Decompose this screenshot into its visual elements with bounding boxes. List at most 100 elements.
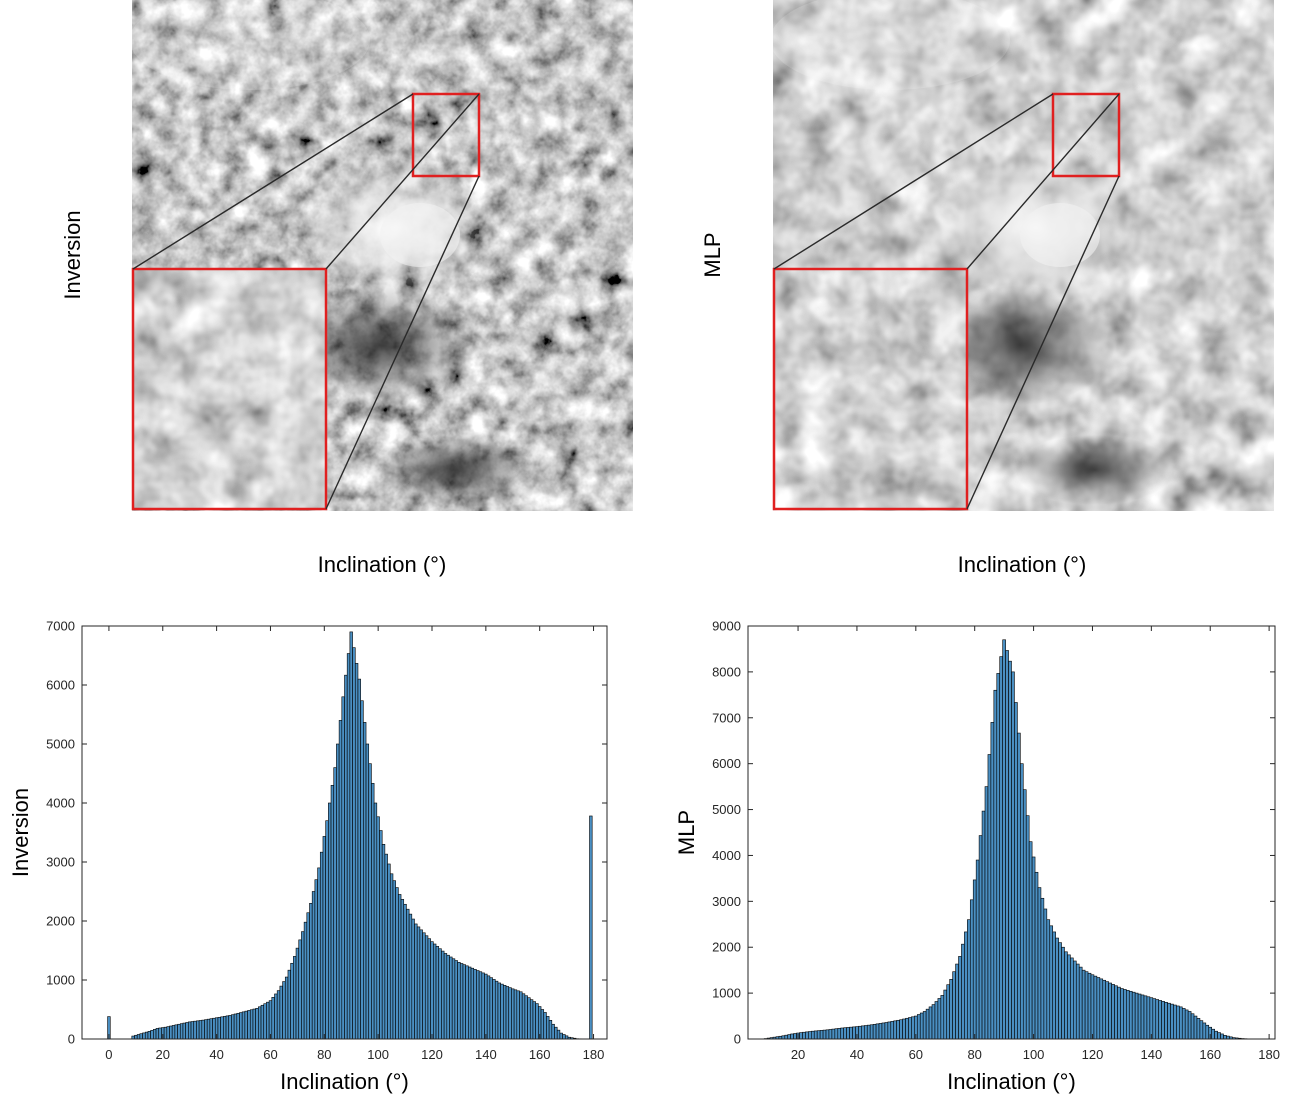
- inversion-hist-bar: [279, 985, 283, 1040]
- mlp-hist-bar: [1190, 1013, 1195, 1040]
- mlp-hist-bar: [949, 979, 953, 1040]
- inversion-hist-bar: [322, 836, 326, 1040]
- inversion-hist-bar: [268, 1000, 273, 1040]
- inversion-hist-bar: [427, 938, 431, 1040]
- mlp-hist-bar: [975, 859, 980, 1040]
- mlp-hist-bar: [852, 1026, 856, 1040]
- inversion-hist-bar: [190, 1021, 195, 1040]
- mlp-hist-bar: [940, 995, 945, 1040]
- inversion-hist-bar: [287, 969, 291, 1040]
- inversion-hist-bar: [363, 722, 367, 1040]
- mlp-hist-bar: [1152, 998, 1157, 1040]
- mlp-hist-bar: [934, 1001, 939, 1040]
- mlp-hist-bar: [1149, 997, 1154, 1040]
- inversion-hist-bar: [511, 988, 515, 1040]
- mlp-hist-bar: [916, 1014, 921, 1040]
- mlp-hist-bar: [1087, 972, 1092, 1040]
- inversion-hist-bar: [559, 1032, 563, 1040]
- inversion-hist-bar: [457, 961, 461, 1040]
- inversion-hist-bar: [398, 894, 402, 1040]
- mlp-hist-bar: [908, 1017, 912, 1040]
- mlp-map-panel: MLP Inclination (°): [700, 0, 1274, 577]
- mlp-hist-bar: [1179, 1006, 1183, 1040]
- mlp-hist-bar: [1067, 954, 1071, 1040]
- mlp-hist-bar: [969, 899, 974, 1040]
- mlp-ytick-label: 4000: [712, 848, 741, 863]
- mlp-ytick-label: 7000: [712, 710, 741, 725]
- inversion-hist-bar: [314, 879, 318, 1040]
- inversion-hist-bar: [179, 1023, 184, 1040]
- inversion-hist-bar: [290, 962, 294, 1040]
- inversion-map-xlabel: Inclination (°): [318, 552, 447, 577]
- mlp-hist-bar: [931, 1004, 936, 1040]
- inversion-hist-bar: [346, 653, 351, 1040]
- mlp-hist-bar: [872, 1024, 877, 1040]
- inversion-xtick-label: 180: [583, 1047, 605, 1062]
- inversion-hist-bar: [266, 1001, 270, 1040]
- mlp-hist-bar: [1184, 1009, 1189, 1040]
- mlp-hist-bar: [1008, 660, 1012, 1040]
- mlp-hist-bar: [1096, 977, 1101, 1040]
- inversion-hist-bar: [336, 743, 340, 1040]
- mlp-hist-bar: [1117, 986, 1121, 1040]
- mlp-hist-bar: [1120, 988, 1124, 1040]
- mlp-ytick-label: 2000: [712, 940, 741, 955]
- inversion-ytick-label: 3000: [46, 855, 75, 870]
- mlp-hist-bar: [831, 1028, 836, 1040]
- inversion-hist-bar: [424, 935, 429, 1040]
- inversion-hist-bar: [309, 902, 313, 1040]
- mlp-hist-bar: [1005, 650, 1009, 1040]
- mlp-hist-bar: [1025, 815, 1030, 1040]
- inversion-hist-bar: [478, 971, 483, 1040]
- inversion-hist-bar: [379, 830, 383, 1040]
- mlp-hist-bar: [846, 1027, 850, 1040]
- inversion-hist-bar: [328, 802, 332, 1040]
- mlp-hist-bar: [875, 1023, 880, 1040]
- mlp-hist-bar: [1211, 1028, 1215, 1040]
- mlp-hist-bar: [1176, 1005, 1180, 1040]
- inversion-hist-bar: [352, 647, 356, 1040]
- inversion-hist-bar: [233, 1013, 238, 1040]
- mlp-hist-bar: [887, 1021, 892, 1040]
- mlp-hist-bar: [787, 1034, 791, 1040]
- inversion-hist-bar: [311, 891, 316, 1040]
- inversion-hist-bar: [443, 953, 448, 1040]
- inversion-hist-bar: [185, 1022, 189, 1040]
- inversion-hist-bar: [516, 990, 520, 1040]
- mlp-hist-bar: [1017, 732, 1021, 1040]
- inversion-roi-box: [411, 92, 481, 178]
- mlp-hist-bar: [799, 1032, 803, 1040]
- inversion-hist-bar: [319, 851, 324, 1040]
- inversion-hist-bar: [438, 948, 442, 1040]
- inversion-hist-bar: [489, 977, 493, 1040]
- inversion-hist-bar: [554, 1026, 558, 1040]
- mlp-hist-bar: [813, 1030, 818, 1040]
- inversion-hist-bar: [548, 1020, 553, 1040]
- inversion-hist-bar: [276, 990, 281, 1040]
- mlp-histogram: 20 40 60 80 100 120 140 160 180 0 1000 2000 3000 4000…: [674, 619, 1280, 1095]
- mlp-hist-bar: [1202, 1022, 1207, 1040]
- inversion-hist-bar: [201, 1019, 205, 1040]
- inversion-hist-bar: [174, 1024, 178, 1040]
- inversion-hist-bar: [384, 853, 388, 1040]
- mlp-hist-bar: [943, 989, 948, 1040]
- mlp-hist-bar: [1073, 960, 1077, 1040]
- mlp-hist-bar: [805, 1031, 809, 1040]
- mlp-hist-bar: [784, 1034, 789, 1040]
- mlp-hist-bar: [893, 1020, 897, 1040]
- inversion-hist-bar: [317, 867, 321, 1040]
- inversion-hist-bar: [524, 995, 528, 1040]
- inversion-hist-bar: [249, 1009, 254, 1040]
- mlp-hist-bar: [905, 1017, 909, 1040]
- mlp-hist-bar: [1049, 925, 1054, 1040]
- inversion-hist-bar: [333, 767, 337, 1040]
- mlp-hist-bar: [1143, 995, 1148, 1040]
- inversion-hist-bar: [142, 1032, 146, 1040]
- mlp-hist-bar: [861, 1025, 865, 1040]
- mlp-hist-bar: [840, 1027, 844, 1040]
- mlp-roi-box: [1051, 92, 1121, 178]
- inversion-hist-bar: [258, 1006, 262, 1040]
- mlp-hist-bar: [972, 879, 977, 1040]
- inversion-hist-bar: [468, 966, 472, 1040]
- inversion-hist-bar: [360, 700, 364, 1040]
